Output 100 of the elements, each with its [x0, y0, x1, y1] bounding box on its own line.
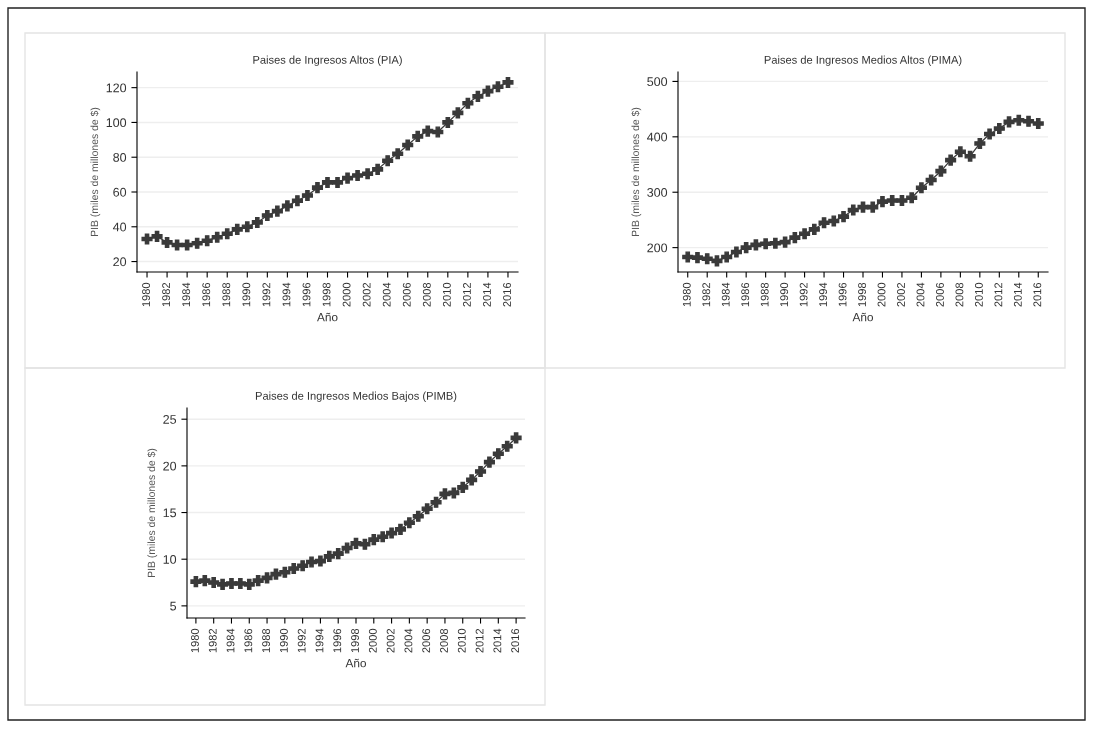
point: [251, 216, 263, 228]
point: [448, 487, 460, 499]
point: [332, 548, 344, 560]
point: [1022, 115, 1035, 127]
point: [171, 239, 183, 251]
point: [502, 76, 514, 88]
x-tick-label: 2000: [368, 628, 377, 653]
x-tick-label: 1988: [760, 282, 769, 307]
point: [323, 550, 335, 562]
point: [392, 148, 404, 160]
point: [412, 130, 424, 142]
point: [252, 575, 264, 587]
x-tick-label: 2002: [897, 282, 905, 307]
point: [386, 527, 398, 539]
point: [151, 230, 163, 242]
point: [234, 577, 246, 590]
point: [394, 523, 407, 535]
point: [915, 182, 927, 194]
point: [321, 176, 334, 188]
point: [935, 165, 947, 177]
x-tick-label: 1980: [682, 282, 691, 307]
point: [191, 237, 203, 249]
point: [974, 137, 986, 150]
point: [472, 90, 484, 102]
point: [993, 122, 1005, 135]
x-tick-label: 2014: [483, 282, 491, 307]
x-tick-label: 2010: [974, 282, 983, 307]
point: [740, 242, 752, 254]
x-axis-title: Año: [852, 312, 874, 322]
point: [402, 139, 414, 151]
chart-title: Paises de Ingresos Medios Altos (PIMA): [764, 55, 962, 66]
x-tick-label: 1984: [226, 628, 235, 653]
y-tick-label: 60: [113, 187, 127, 197]
y-tick-label: 40: [112, 222, 127, 232]
y-tick-label: 300: [647, 188, 668, 197]
x-tick-label: 2014: [1013, 282, 1022, 307]
point: [954, 146, 966, 158]
point: [377, 531, 389, 543]
x-tick-label: 1996: [333, 628, 342, 653]
point: [492, 448, 504, 460]
x-tick-label: 1998: [858, 282, 866, 307]
y-tick-label: 400: [647, 132, 668, 142]
x-tick-label: 2016: [1033, 282, 1042, 307]
point: [711, 255, 723, 267]
point: [779, 236, 791, 248]
point: [818, 217, 830, 229]
point: [501, 440, 513, 452]
point: [466, 474, 478, 486]
point: [430, 496, 442, 508]
x-tick-label: 1996: [838, 282, 847, 307]
point: [422, 125, 434, 137]
x-tick-label: 2004: [382, 282, 391, 307]
y-tick-label: 80: [113, 153, 127, 162]
x-tick-label: 2012: [462, 282, 471, 307]
point: [359, 538, 371, 550]
point: [760, 238, 772, 250]
point: [281, 200, 293, 212]
x-tick-label: 2010: [442, 282, 451, 307]
point: [352, 169, 364, 182]
point: [701, 253, 713, 265]
point: [682, 251, 694, 263]
x-tick-label: 2002: [362, 282, 371, 307]
x-tick-label: 2004: [404, 628, 413, 653]
point: [231, 223, 243, 235]
x-tick-label: 1994: [315, 628, 324, 653]
x-tick-label: 2006: [936, 282, 944, 307]
point: [141, 233, 153, 245]
point: [208, 576, 220, 589]
y-tick-label: 20: [113, 257, 127, 267]
chart-title: Paises de Ingresos Medios Bajos (PIMB): [255, 391, 457, 402]
point: [799, 228, 811, 240]
point: [403, 517, 415, 529]
point: [964, 150, 976, 162]
x-axis-title: Año: [317, 312, 338, 322]
point: [291, 195, 303, 207]
x-tick-label: 1990: [780, 282, 789, 307]
y-axis-title: PIB (miles de millones de $): [147, 448, 158, 577]
point: [279, 566, 291, 578]
point: [362, 168, 374, 180]
x-tick-label: 2006: [422, 628, 431, 653]
y-tick-label: 20: [163, 461, 177, 471]
x-tick-label: 1994: [282, 282, 291, 307]
point: [876, 196, 889, 208]
point: [847, 204, 859, 216]
point: [201, 235, 213, 247]
x-tick-label: 2016: [511, 628, 520, 653]
x-tick-label: 1982: [702, 282, 711, 307]
point: [341, 172, 354, 184]
y-axis-title: PIB (miles de millones de $): [631, 107, 642, 236]
y-tick-label: 10: [163, 555, 177, 564]
x-tick-label: 2002: [386, 628, 395, 653]
y-axis-title: PIB (miles de millones de $): [90, 107, 101, 236]
point: [1013, 114, 1025, 126]
y-tick-label: 100: [106, 118, 127, 128]
x-tick-label: 1990: [279, 628, 288, 653]
point: [301, 189, 314, 202]
point: [161, 236, 173, 248]
y-tick-label: 5: [170, 601, 177, 611]
point: [261, 572, 273, 584]
x-tick-label: 2010: [457, 628, 466, 653]
